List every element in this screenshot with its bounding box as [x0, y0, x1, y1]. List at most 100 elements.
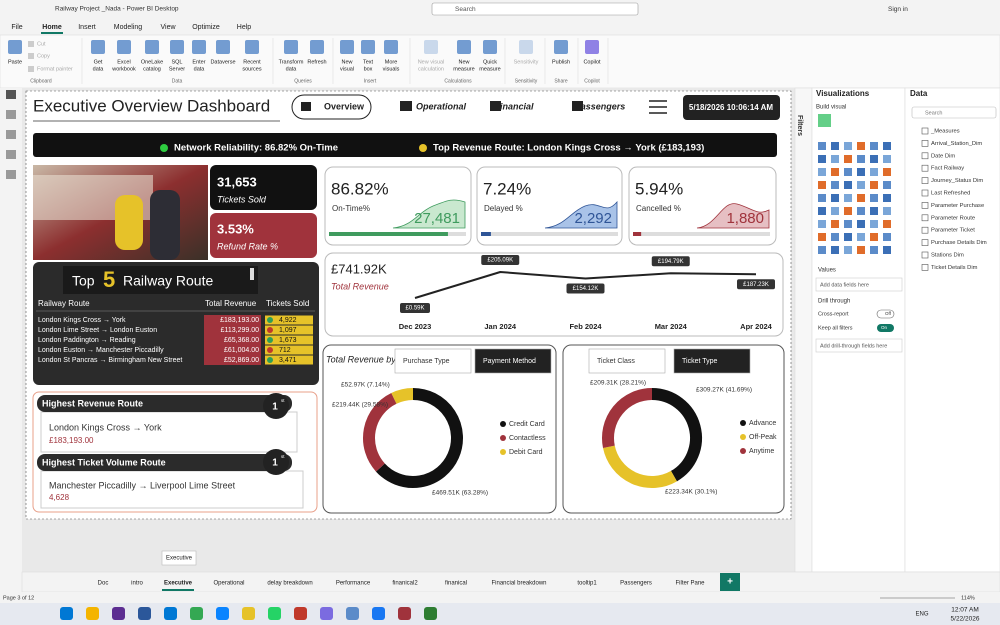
visual-icon[interactable] [831, 155, 839, 163]
visual-icon[interactable] [870, 155, 878, 163]
ribbon-button[interactable]: Recent [243, 59, 261, 65]
page-tab[interactable]: Executive [164, 581, 193, 587]
ribbon-icon[interactable] [245, 40, 259, 54]
ribbon-button[interactable]: More [385, 59, 398, 65]
ribbon-button[interactable]: Server [169, 66, 185, 72]
taskbar-app[interactable] [164, 607, 177, 620]
ribbon-button[interactable]: sources [242, 66, 262, 72]
visual-icon[interactable] [857, 142, 865, 150]
slicer-button[interactable] [673, 348, 751, 374]
data-table[interactable]: _Measures [930, 129, 960, 135]
visual-icon[interactable] [818, 194, 826, 202]
visual-icon[interactable] [831, 168, 839, 176]
ribbon-button[interactable]: Transform [279, 59, 304, 65]
ribbon-icon[interactable] [519, 40, 533, 54]
filters-label[interactable]: Filters [796, 115, 803, 136]
ribbon-button[interactable]: Quick [483, 59, 497, 65]
ribbon-icon[interactable] [117, 40, 131, 54]
visual-icon[interactable] [831, 220, 839, 228]
filter-icon[interactable] [649, 100, 667, 114]
ribbon-button[interactable]: workbook [111, 66, 136, 72]
visual-icon[interactable] [883, 142, 891, 150]
page-tab[interactable]: Performance [336, 581, 371, 587]
taskbar-app[interactable] [398, 607, 411, 620]
ribbon-icon[interactable] [361, 40, 375, 54]
visual-icon[interactable] [857, 220, 865, 228]
taskbar-app[interactable] [60, 607, 73, 620]
taskbar-app[interactable] [138, 607, 151, 620]
toggle[interactable] [876, 309, 895, 319]
ribbon-button[interactable]: data [93, 66, 105, 72]
search-box[interactable] [431, 2, 639, 16]
taskbar-app[interactable] [86, 607, 99, 620]
visual-icon[interactable] [844, 168, 852, 176]
ribbon-icon[interactable] [554, 40, 568, 54]
visual-icon[interactable] [883, 233, 891, 241]
ribbon-button[interactable]: box [364, 66, 373, 72]
nav-button[interactable]: Overview [324, 101, 365, 111]
data-table[interactable]: Last Refreshed [931, 191, 970, 197]
visual-icon[interactable] [870, 233, 878, 241]
field-well[interactable] [815, 277, 903, 292]
menu-item[interactable]: File [11, 24, 22, 31]
toggle[interactable] [877, 324, 894, 332]
visual-icon[interactable] [831, 181, 839, 189]
menu-item[interactable]: Optimize [192, 24, 220, 31]
visual-icon[interactable] [844, 220, 852, 228]
ribbon-button[interactable]: Copy [37, 53, 50, 59]
left-nav-icons[interactable] [6, 90, 16, 179]
nav-button[interactable]: Passengers [575, 101, 626, 111]
data-table[interactable]: Parameter Purchase [931, 203, 984, 209]
slicer-label[interactable]: Payment Method [483, 358, 536, 365]
visual-icon[interactable] [870, 194, 878, 202]
add-page-button[interactable] [720, 573, 740, 591]
visual-icon[interactable] [818, 246, 826, 254]
page-tab[interactable]: Passengers [620, 581, 652, 587]
menu-item[interactable]: View [160, 24, 176, 31]
visual-icon[interactable] [818, 207, 826, 215]
ribbon-button[interactable]: New [458, 59, 469, 65]
visual-icon[interactable] [831, 194, 839, 202]
ribbon-button[interactable]: Text [363, 59, 374, 65]
data-table[interactable]: Purchase Details Dim [931, 240, 987, 246]
ribbon-button[interactable]: catalog [143, 66, 161, 72]
ribbon-button[interactable]: New [341, 59, 352, 65]
menu-item[interactable]: Modeling [114, 24, 143, 31]
visual-icon[interactable] [883, 207, 891, 215]
data-table[interactable]: Parameter Route [931, 215, 975, 221]
ribbon-button[interactable]: Dataverse [210, 59, 235, 65]
ribbon-icon[interactable] [28, 66, 34, 72]
data-table[interactable]: Parameter Ticket [931, 228, 975, 234]
taskbar-app[interactable] [216, 607, 229, 620]
ribbon-button[interactable]: New visual [418, 59, 445, 65]
data-search[interactable] [911, 106, 997, 119]
taskbar-app[interactable] [190, 607, 203, 620]
ribbon-button[interactable]: data [286, 66, 298, 72]
ribbon-button[interactable]: data [194, 66, 206, 72]
slicer-label[interactable]: Ticket Type [682, 358, 718, 365]
ribbon-icon[interactable] [284, 40, 298, 54]
ribbon-icon[interactable] [457, 40, 471, 54]
ribbon-icon[interactable] [216, 40, 230, 54]
ribbon-button[interactable]: Publish [552, 59, 570, 65]
nav-pill[interactable] [291, 94, 372, 120]
slicer-label[interactable]: Ticket Class [597, 358, 635, 365]
page-tab[interactable]: finanical [445, 581, 467, 587]
visual-icon[interactable] [831, 142, 839, 150]
visual-icon[interactable] [870, 220, 878, 228]
data-table[interactable]: Arrival_Station_Dim [931, 141, 982, 147]
data-table[interactable]: Fact Railway [931, 166, 964, 172]
ribbon-button[interactable]: measure [453, 66, 474, 72]
visual-icon[interactable] [818, 155, 826, 163]
visual-icon[interactable] [844, 181, 852, 189]
visual-icon[interactable] [883, 246, 891, 254]
slicer-button[interactable] [588, 348, 666, 374]
taskbar-app[interactable] [268, 607, 281, 620]
visual-icon[interactable] [883, 181, 891, 189]
menu-item[interactable]: Help [237, 24, 252, 31]
ribbon-icon[interactable] [585, 40, 599, 54]
ribbon-button[interactable]: Copilot [583, 59, 601, 65]
field-well[interactable] [815, 338, 903, 353]
visual-icon[interactable] [831, 207, 839, 215]
visual-icon[interactable] [857, 168, 865, 176]
